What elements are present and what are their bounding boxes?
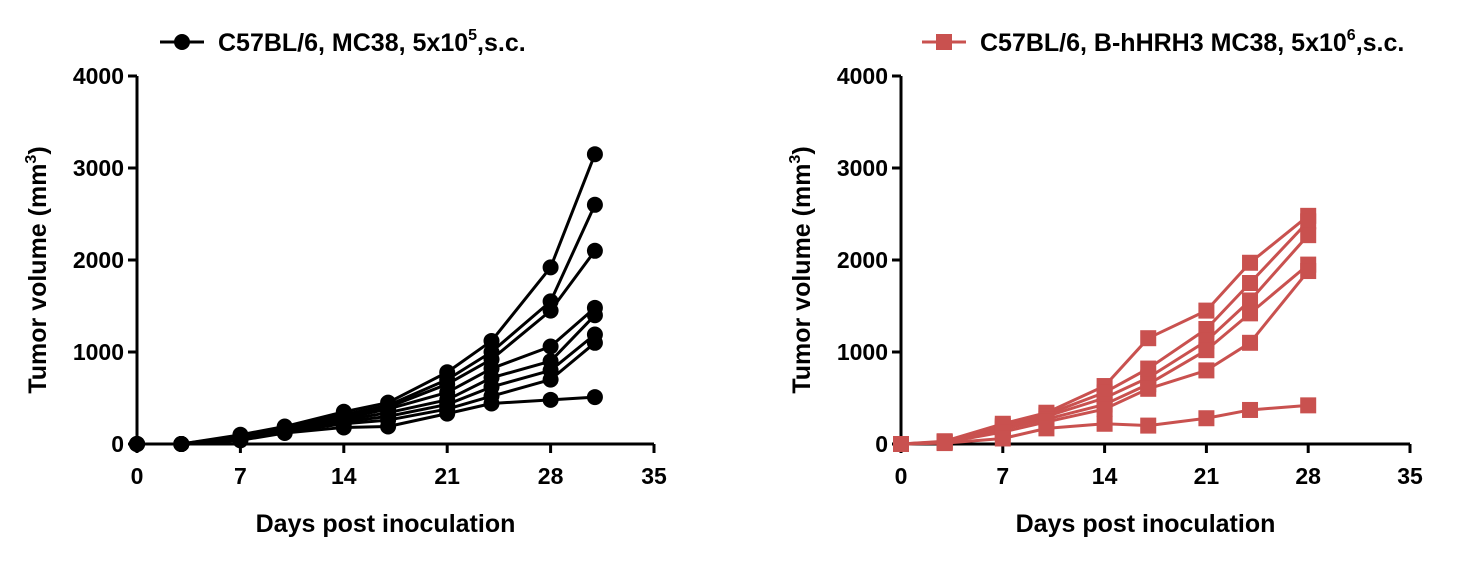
x-tick-label: 35: [1397, 463, 1423, 489]
data-point: [893, 436, 909, 452]
data-point: [542, 371, 559, 388]
y-axis-label-text: Tumor volume (mm: [788, 164, 816, 394]
data-point: [483, 395, 500, 412]
y-axis-label-suffix: ): [24, 146, 52, 154]
legend-label-suffix: ,s.c.: [1356, 29, 1405, 57]
data-point: [586, 307, 603, 324]
data-point: [335, 419, 352, 436]
data-point: [1140, 380, 1157, 397]
y-tick-label: 4000: [73, 63, 124, 89]
data-point: [994, 430, 1011, 447]
legend-label-superscript: 6: [1347, 27, 1356, 44]
data-point: [1242, 334, 1259, 351]
x-tick-label: 0: [895, 463, 908, 489]
data-point: [586, 146, 603, 163]
x-tick-label: 28: [538, 463, 564, 489]
y-tick-label: 1000: [837, 339, 888, 365]
x-tick-label: 7: [996, 463, 1009, 489]
data-point: [380, 418, 397, 435]
y-axis-label-suffix: ): [788, 146, 816, 154]
data-point: [1198, 362, 1215, 379]
x-tick-label: 28: [1295, 463, 1321, 489]
legend-marker-square: [936, 34, 952, 50]
data-point: [1198, 410, 1215, 427]
data-point: [1096, 415, 1113, 432]
data-point: [1242, 275, 1259, 291]
y-tick-label: 0: [875, 431, 888, 457]
y-axis-label: Tumor volume (mm3): [787, 146, 816, 393]
y-axis-label: Tumor volume (mm3): [23, 146, 52, 393]
data-point: [173, 436, 190, 452]
y-tick-label: 4000: [837, 63, 888, 89]
data-point: [1198, 302, 1215, 319]
x-tick-label: 21: [1194, 463, 1220, 489]
data-point: [1140, 417, 1157, 434]
x-tick-label: 14: [331, 463, 357, 489]
legend-label-text: C57BL/6, B-hHRH3 MC38, 5x10: [980, 29, 1347, 57]
data-point: [1300, 263, 1317, 280]
series-5: [129, 307, 603, 452]
y-axis-label-superscript: 3: [23, 155, 40, 164]
data-point: [542, 391, 559, 408]
legend-label-suffix: ,s.c.: [477, 29, 526, 57]
y-axis-label-superscript: 3: [787, 155, 804, 164]
chart-panel-2: 0 1000 2000 3000 4000 0 7 14 21 28 35 Days post ino…: [787, 27, 1423, 538]
data-point: [1242, 292, 1259, 309]
data-point: [1198, 342, 1215, 359]
data-point: [542, 338, 559, 355]
legend: C57BL/6, B-hHRH3 MC38, 5x106,s.c.: [922, 27, 1404, 57]
data-point: [1096, 401, 1113, 418]
data-point: [1242, 254, 1259, 271]
y-tick-label: 2000: [73, 247, 124, 273]
legend-marker-circle: [174, 34, 190, 50]
y-tick-label: 2000: [837, 247, 888, 273]
data-point: [129, 436, 145, 452]
legend-label: C57BL/6, B-hHRH3 MC38, 5x106,s.c.: [980, 27, 1404, 57]
y-axis-label-text: Tumor volume (mm: [24, 164, 52, 394]
data-point: [1300, 227, 1317, 244]
data-point: [1242, 401, 1259, 418]
series-6: [129, 326, 603, 452]
y-tick-label: 0: [111, 431, 124, 457]
legend: C57BL/6, MC38, 5x105,s.c.: [160, 27, 526, 57]
series-1: [129, 146, 603, 452]
data-point: [586, 196, 603, 213]
data-point: [586, 242, 603, 259]
data-point: [232, 432, 249, 449]
data-point: [542, 302, 559, 319]
x-tick-label: 14: [1092, 463, 1118, 489]
data-point: [1300, 397, 1317, 414]
series-6: [893, 397, 1317, 452]
x-axis-label: Days post inoculation: [256, 510, 516, 538]
legend-label: C57BL/6, MC38, 5x105,s.c.: [218, 27, 526, 57]
data-point: [1300, 213, 1317, 230]
y-tick-label: 1000: [73, 339, 124, 365]
x-tick-label: 7: [234, 463, 247, 489]
legend-label-text: C57BL/6, MC38, 5x10: [218, 29, 468, 57]
data-point: [276, 424, 293, 441]
data-point: [1140, 330, 1157, 347]
data-point: [586, 334, 603, 351]
data-point: [542, 259, 559, 276]
series-8: [129, 389, 603, 452]
data-point: [1038, 420, 1055, 437]
data-point: [936, 435, 953, 452]
x-tick-label: 0: [131, 463, 144, 489]
data-point: [586, 389, 603, 406]
x-axis-label: Days post inoculation: [1016, 510, 1276, 538]
data-point: [483, 332, 500, 349]
data-point: [1242, 305, 1259, 322]
y-tick-label: 3000: [73, 155, 124, 181]
y-tick-label: 3000: [837, 155, 888, 181]
x-tick-label: 35: [641, 463, 667, 489]
legend-label-superscript: 5: [468, 27, 477, 44]
series-line: [137, 341, 596, 446]
data-point: [439, 405, 456, 422]
series-line: [137, 314, 596, 446]
series-line: [137, 395, 596, 446]
x-tick-label: 21: [434, 463, 460, 489]
